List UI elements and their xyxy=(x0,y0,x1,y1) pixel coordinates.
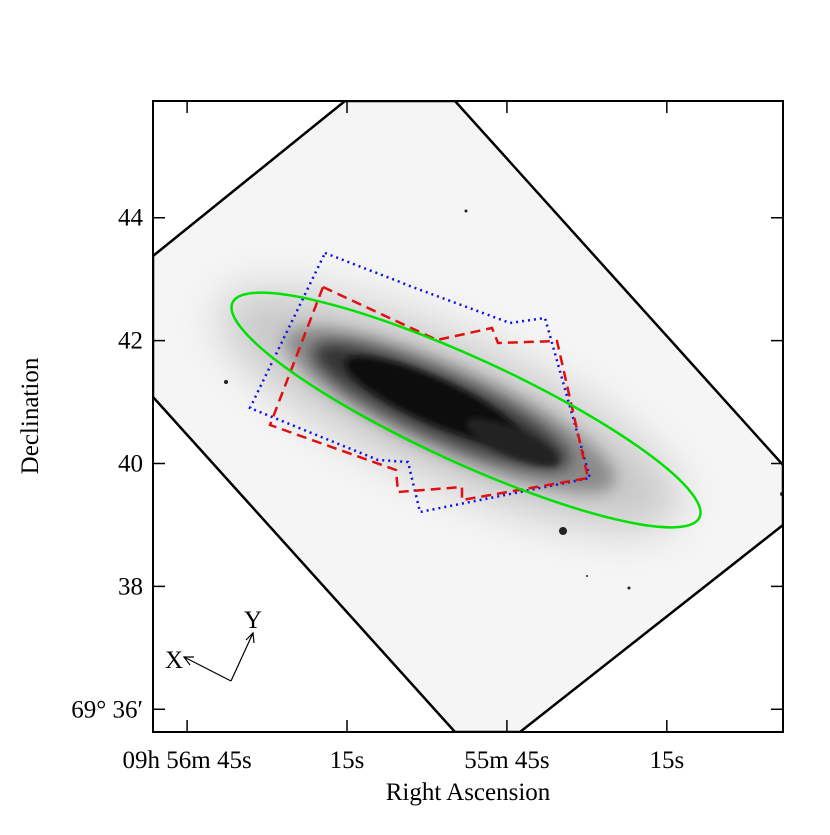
y-axis-label: Declination xyxy=(17,357,44,474)
blue-footprint xyxy=(248,251,592,514)
red-footprint xyxy=(268,285,590,502)
y-tick-label: 42 xyxy=(118,328,143,355)
compass xyxy=(182,631,255,682)
compass-label: Y xyxy=(244,607,262,634)
image-area xyxy=(153,101,783,732)
y-tick-label: 38 xyxy=(118,573,143,600)
x-tick-label: 15s xyxy=(330,747,365,774)
compass-label: X xyxy=(165,647,183,674)
x-tick-label: 15s xyxy=(649,747,684,774)
galaxy-ellipse xyxy=(230,291,702,529)
plot-frame xyxy=(152,100,784,733)
x-tick-label: 09h 56m 45s xyxy=(123,747,252,774)
x-tick-label: 55m 45s xyxy=(464,747,549,774)
y-tick-label: 40 xyxy=(118,451,143,478)
galaxy xyxy=(219,289,681,531)
x-axis-label: Right Ascension xyxy=(386,779,551,806)
y-tick-label: 44 xyxy=(118,205,144,232)
y-tick-label: 69° 36′ xyxy=(71,696,143,723)
